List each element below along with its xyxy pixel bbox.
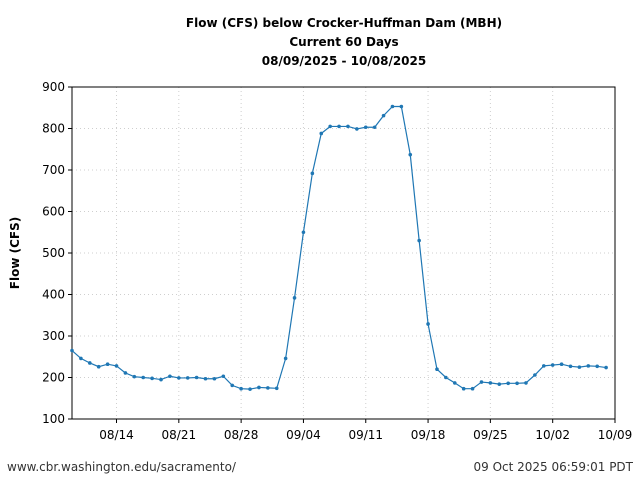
data-point — [203, 376, 208, 381]
data-point — [452, 381, 457, 385]
data-point — [292, 296, 297, 300]
chart-title-line-1: Flow (CFS) below Crocker-Huffman Dam (MB… — [186, 16, 502, 30]
data-point — [550, 363, 555, 367]
x-axis-ticks: 08/14 08/21 08/28 09/04 09/11 09/18 09/25 10/02… — [99, 419, 632, 442]
data-point — [266, 386, 270, 390]
data-point — [586, 364, 591, 368]
y-tick-label: 600 — [42, 205, 65, 219]
x-tick-label: 08/28 — [224, 428, 259, 442]
x-tick-label: 09/25 — [473, 428, 508, 442]
data-point — [132, 374, 137, 379]
data-point — [435, 367, 439, 372]
x-tick-label: 09/18 — [411, 428, 446, 442]
chart-title-line-3: 08/09/2025 - 10/08/2025 — [262, 54, 426, 68]
data-point — [212, 376, 217, 381]
data-point — [221, 374, 226, 379]
y-tick-label: 100 — [42, 412, 65, 426]
data-point — [70, 348, 74, 353]
y-axis-label: Flow (CFS) — [8, 217, 22, 289]
y-tick-label: 300 — [42, 329, 65, 343]
data-point — [497, 382, 502, 386]
data-point — [274, 386, 279, 391]
generated-timestamp: 09 Oct 2025 06:59:01 PDT — [473, 460, 633, 474]
data-point — [444, 375, 448, 380]
data-point — [123, 371, 128, 375]
x-tick-label: 08/14 — [99, 428, 134, 442]
data-point — [515, 381, 519, 386]
data-point — [168, 374, 172, 379]
data-point — [105, 362, 110, 367]
data-point — [177, 376, 181, 380]
data-point — [541, 364, 546, 368]
data-point — [346, 124, 350, 129]
data-point — [470, 386, 475, 391]
grid — [72, 87, 615, 419]
x-tick-label: 10/02 — [535, 428, 570, 442]
data-point — [372, 125, 377, 130]
data-point — [328, 124, 332, 129]
data-point — [185, 376, 190, 380]
data-point — [159, 377, 163, 382]
data-point — [283, 356, 288, 361]
data-point — [577, 365, 582, 369]
data-point — [319, 131, 324, 136]
data-point — [114, 364, 119, 368]
x-tick-label: 09/11 — [348, 428, 383, 442]
data-point — [568, 364, 573, 369]
chart-title-line-2: Current 60 Days — [289, 35, 398, 49]
series-points — [70, 104, 608, 391]
chart-title: Flow (CFS) below Crocker-Huffman Dam (MB… — [186, 16, 502, 68]
y-tick-label: 700 — [42, 163, 65, 177]
data-point — [559, 362, 564, 367]
x-tick-label: 08/21 — [162, 428, 197, 442]
data-point — [150, 376, 154, 381]
data-point — [337, 124, 341, 129]
data-point — [194, 375, 199, 380]
data-point — [363, 125, 368, 130]
data-point — [479, 380, 484, 384]
data-point — [595, 364, 599, 369]
data-point — [230, 383, 235, 388]
y-axis-ticks: 100 200 300 400 500 600 700 800 900 — [42, 80, 72, 426]
data-point — [355, 127, 359, 131]
data-point — [426, 322, 430, 326]
data-point — [88, 361, 92, 365]
data-point — [301, 230, 306, 235]
data-point — [257, 385, 261, 390]
data-point — [390, 104, 395, 109]
series-line — [71, 105, 607, 390]
data-point — [248, 387, 252, 391]
data-point — [381, 113, 386, 118]
plot-frame — [71, 86, 616, 420]
data-point — [408, 152, 413, 157]
data-point — [604, 365, 608, 370]
data-point — [524, 381, 528, 385]
data-point — [488, 381, 493, 385]
data-point — [461, 386, 466, 391]
data-point — [533, 373, 537, 377]
y-tick-label: 200 — [42, 371, 65, 385]
y-tick-label: 800 — [42, 122, 65, 136]
data-point — [141, 375, 146, 380]
y-tick-label: 400 — [42, 288, 65, 302]
source-url: www.cbr.washington.edu/sacramento/ — [7, 460, 236, 474]
data-point — [310, 171, 315, 176]
data-point — [399, 104, 404, 109]
data-point — [96, 364, 101, 369]
data-point — [506, 381, 510, 386]
data-point — [417, 238, 421, 243]
y-tick-label: 500 — [42, 246, 65, 260]
data-point — [79, 356, 83, 361]
x-tick-label: 10/09 — [598, 428, 633, 442]
y-tick-label: 900 — [42, 80, 65, 94]
data-point — [239, 386, 243, 391]
x-tick-label: 09/04 — [286, 428, 321, 442]
